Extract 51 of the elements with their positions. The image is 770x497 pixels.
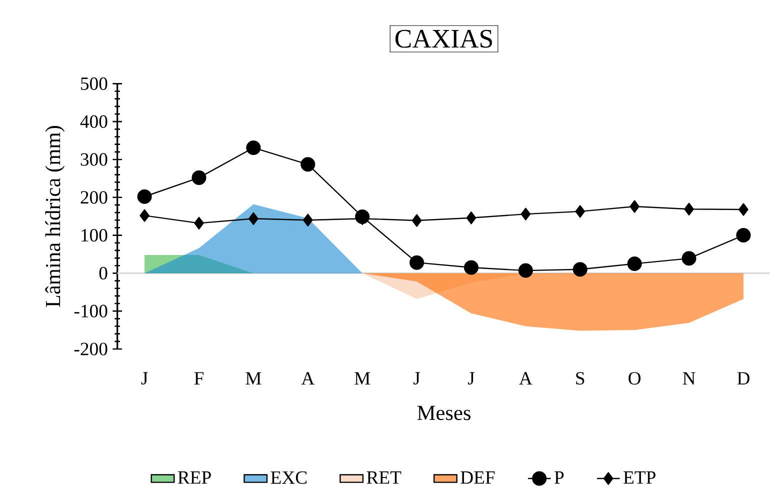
y-tick-label: 0 [99, 266, 108, 280]
point [682, 251, 696, 266]
y-tick-label: 400 [80, 115, 108, 128]
legend-label: DEF [460, 471, 495, 484]
y-axis-title: Lâmina hídrica (mm) [45, 126, 65, 307]
y-tick-label: -200 [74, 342, 108, 356]
x-tick-label: A [519, 372, 532, 384]
x-tick-label: S [576, 372, 584, 385]
x-tick-label: N [682, 372, 696, 384]
legend-label: P [554, 471, 564, 484]
x-axis-title: Meses [417, 406, 470, 420]
point [192, 170, 206, 185]
chart-title: CAXIAS [395, 30, 492, 48]
point [246, 140, 261, 156]
y-tick-label: 300 [80, 153, 108, 166]
legend-label: REP [178, 471, 211, 484]
x-tick-label: J [141, 372, 148, 385]
x-tick-label: M [354, 372, 370, 384]
point [736, 228, 751, 243]
y-tick-label: 200 [80, 191, 108, 204]
point [302, 214, 313, 226]
point [300, 157, 316, 172]
point [412, 214, 422, 227]
point [627, 256, 642, 271]
point [464, 260, 478, 275]
point [248, 212, 258, 225]
point [572, 262, 588, 277]
point [738, 203, 748, 216]
x-tick-label: J [468, 372, 474, 385]
point [684, 202, 694, 216]
legend-label: ETP [624, 471, 656, 484]
point [137, 189, 152, 204]
point [140, 209, 150, 222]
point [410, 255, 424, 270]
x-tick-label: J [414, 372, 420, 385]
y-tick-label: -100 [74, 304, 108, 318]
y-tick-label: 500 [81, 77, 108, 90]
x-tick-label: F [194, 372, 204, 384]
point [630, 200, 640, 213]
point [575, 205, 586, 218]
point [518, 263, 533, 278]
x-tick-label: D [737, 372, 750, 384]
point [194, 216, 204, 230]
x-tick-label: A [301, 372, 314, 384]
x-tick-label: M [246, 372, 262, 384]
legend-label: RET [366, 471, 402, 484]
point [520, 208, 531, 220]
point [466, 212, 476, 224]
x-tick-label: O [628, 372, 641, 385]
legend-label: EXC [270, 471, 307, 484]
y-tick-label: 100 [82, 228, 108, 242]
